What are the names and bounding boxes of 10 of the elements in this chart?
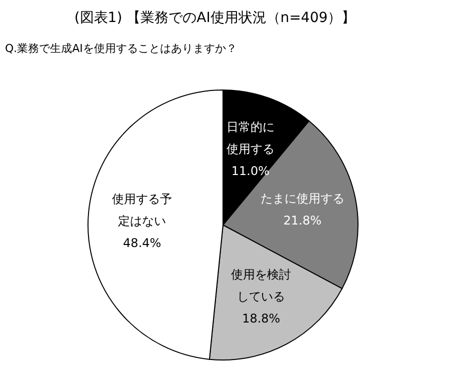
chart-subtitle: Q.業務で生成AIを使用することはありますか？ [5,42,237,55]
slice-label: 日常的に使用する [226,120,274,156]
data-label: 18.8% [242,311,280,326]
slice-label: 使用を検討している [231,267,292,304]
data-label: 21.8% [283,213,322,228]
slice-label: 使用する予定はない [112,192,172,228]
slice-label: たまに使用する [260,191,344,206]
data-label: 11.0% [231,164,270,178]
data-label: 48.4% [123,236,162,250]
chart-title: (図表1) 【業務でのAI使用状況（n=409）】 [74,10,356,26]
